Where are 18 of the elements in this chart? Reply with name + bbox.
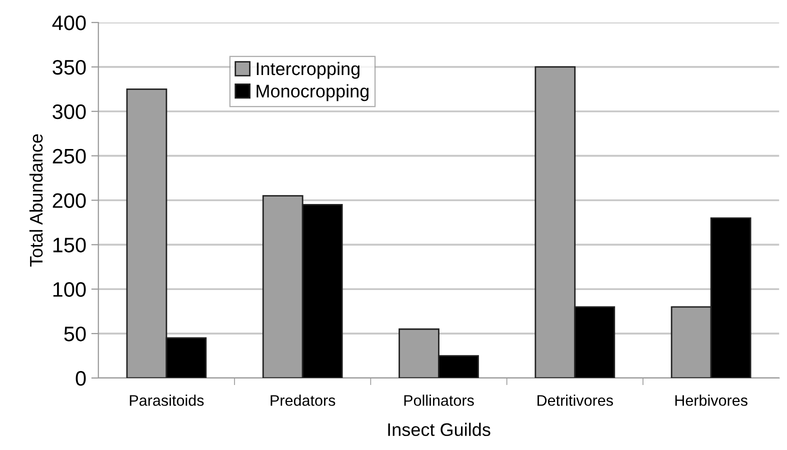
legend-label: Intercropping bbox=[256, 62, 360, 79]
x-tick-label: Pollinators bbox=[404, 394, 474, 406]
x-tick-label: Detritivores bbox=[538, 394, 613, 406]
y-axis-title: Total Abundance bbox=[29, 134, 43, 267]
y-tick-label: 100 bbox=[53, 282, 86, 297]
y-tick-label: 150 bbox=[53, 238, 86, 252]
x-axis-title: Insect Guilds bbox=[388, 422, 490, 436]
x-tick-label: Herbivores bbox=[675, 394, 748, 406]
y-tick-label: 0 bbox=[76, 371, 86, 386]
y-tick-label: 200 bbox=[52, 193, 86, 208]
legend-label: Monocropping bbox=[256, 84, 368, 102]
y-tick-label: 350 bbox=[52, 60, 86, 75]
y-tick-label: 400 bbox=[52, 16, 86, 30]
y-tick-label: 250 bbox=[52, 148, 86, 164]
y-tick-label: 300 bbox=[52, 104, 86, 120]
y-tick-label: 50 bbox=[64, 326, 86, 342]
x-tick-label: Predators bbox=[270, 394, 336, 406]
x-tick-label: Parasitoids bbox=[130, 394, 204, 406]
